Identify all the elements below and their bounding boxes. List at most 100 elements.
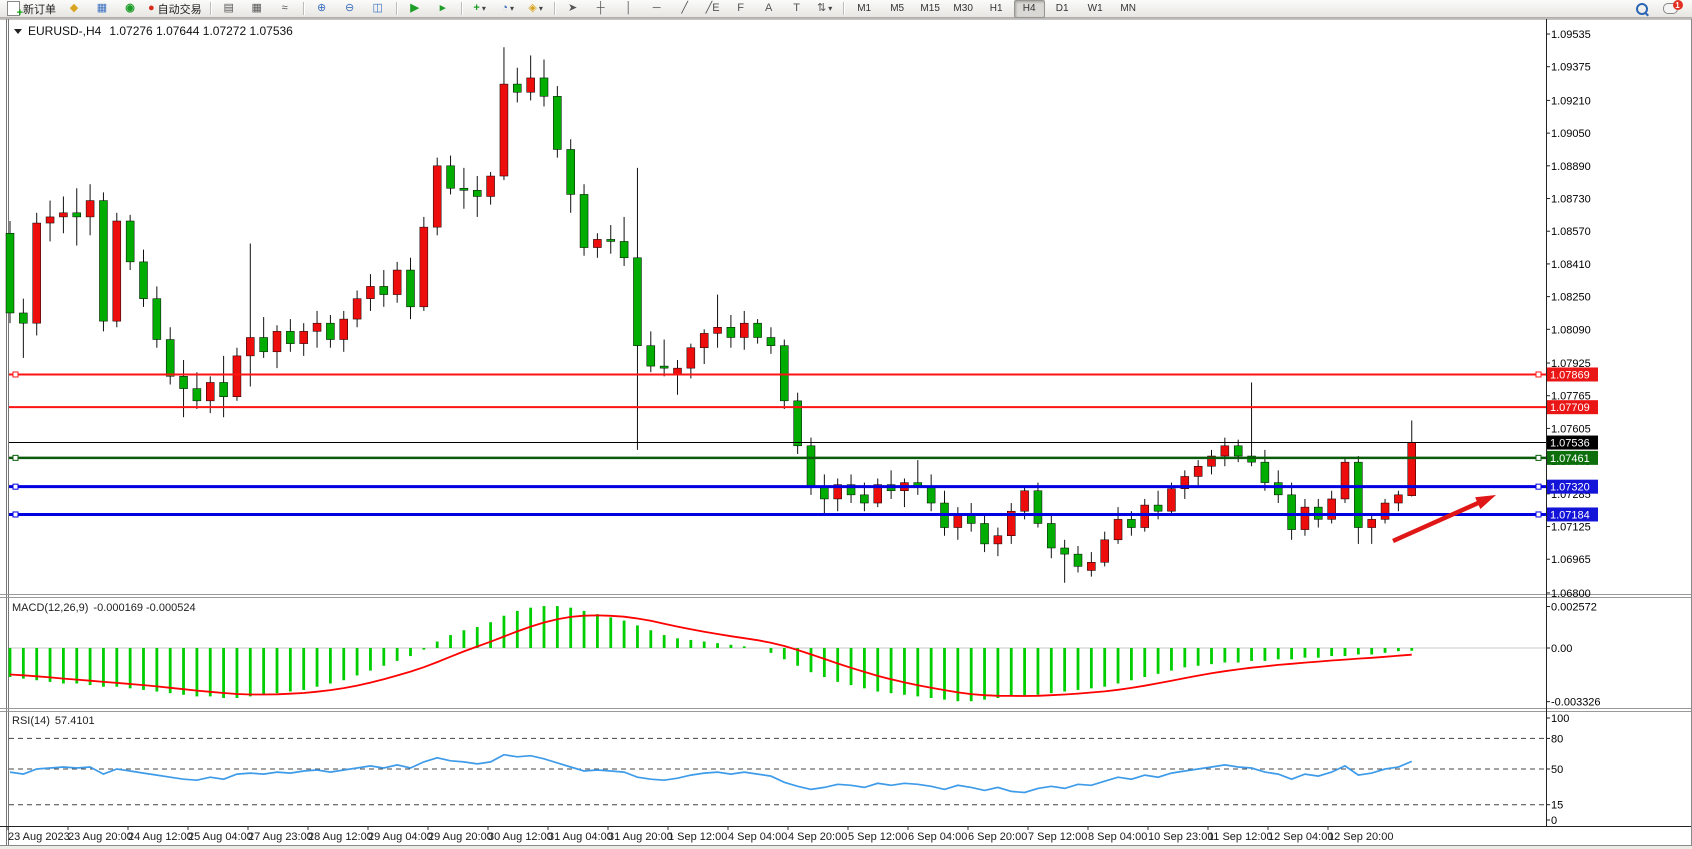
tile-windows-button[interactable]: ◫ xyxy=(365,0,391,18)
line-handle[interactable] xyxy=(1535,371,1542,378)
toolbar-separator xyxy=(460,2,462,15)
timeframe-button-m15[interactable]: M15 xyxy=(920,3,940,14)
arrow-shaft[interactable] xyxy=(1392,498,1485,544)
candle-body xyxy=(1020,490,1029,512)
timeframe-button-h4[interactable]: H4 xyxy=(1013,0,1045,18)
candle-body xyxy=(206,382,215,402)
trend-arrow-annotation[interactable] xyxy=(1392,495,1496,544)
price-axis-label: 1.09535 xyxy=(1551,29,1591,41)
new-order-button[interactable]: + 新订单 xyxy=(4,0,59,19)
price-axis-label: 1.08570 xyxy=(1551,226,1591,238)
date-axis-label: 28 Aug 12:00 xyxy=(308,831,373,843)
price-level-badge xyxy=(1547,507,1598,522)
price-chart-canvas[interactable]: 0.002572 0.00 -0.003326 100 80 50 15 0 1.09535 1.… xyxy=(0,18,1692,849)
price-axis-label: 1.09050 xyxy=(1551,128,1591,140)
candle-body xyxy=(459,188,469,191)
zoom-in-button[interactable]: ⊕ xyxy=(309,0,335,18)
text-tool-button[interactable]: A xyxy=(756,0,782,18)
dropdown-arrow-icon[interactable]: ▾ xyxy=(509,4,514,13)
line-handle[interactable] xyxy=(12,511,19,518)
fibonacci-tool-button[interactable]: F xyxy=(728,0,754,18)
auto-scroll-button[interactable]: ▶ xyxy=(402,0,428,18)
candle-body xyxy=(326,322,335,340)
candle-body xyxy=(1153,504,1163,512)
arrow-head[interactable] xyxy=(1475,495,1496,510)
candle-body xyxy=(499,83,509,177)
candle-body xyxy=(99,200,108,322)
bar-chart-button[interactable]: ▤ xyxy=(216,0,242,18)
templates-button[interactable]: ◈ ▾ xyxy=(523,0,549,18)
search-button[interactable] xyxy=(1629,0,1655,18)
candlestick-button[interactable]: ▦ xyxy=(244,0,270,18)
candle-body xyxy=(833,484,842,500)
candle-body xyxy=(1127,519,1136,528)
line-handle[interactable] xyxy=(12,483,19,490)
panel-frame xyxy=(0,18,1692,846)
chart-window-icon-button[interactable]: ▦ xyxy=(89,0,115,18)
candle-body xyxy=(726,327,736,338)
candle-body xyxy=(5,233,15,314)
arrows-tool-button[interactable]: ⇅ ▾ xyxy=(812,0,838,18)
vertical-line-tool-button[interactable]: │ xyxy=(616,0,642,18)
candle-body xyxy=(793,400,802,447)
candle-body xyxy=(673,367,682,375)
timeframe-button-mn[interactable]: MN xyxy=(1120,3,1136,14)
line-handle[interactable] xyxy=(1535,511,1542,518)
channel-tool-button[interactable]: ╱E xyxy=(700,0,726,18)
date-axis-label: 6 Sep 20:00 xyxy=(968,831,1027,843)
trendline-tool-button[interactable]: ╱ xyxy=(672,0,698,18)
candle-body xyxy=(606,239,615,242)
line-handle[interactable] xyxy=(12,454,19,461)
indicators-button[interactable]: + ▾ xyxy=(467,0,493,18)
timeframe-button-w1[interactable]: W1 xyxy=(1087,3,1103,14)
line-handle[interactable] xyxy=(1535,483,1542,490)
line-handle[interactable] xyxy=(1535,454,1542,461)
notifications-button[interactable]: 1 xyxy=(1657,0,1683,18)
zoom-out-button[interactable]: ⊖ xyxy=(337,0,363,18)
price-axis-label: 1.08730 xyxy=(1551,194,1591,206)
date-axis-label: 24 Aug 12:00 xyxy=(128,831,193,843)
candle-body xyxy=(1087,562,1096,571)
candle-body xyxy=(1327,498,1336,520)
label-tool-button[interactable]: T xyxy=(784,0,810,18)
periods-button[interactable]: ◔ ▾ xyxy=(495,0,521,18)
timeframe-button-d1[interactable]: D1 xyxy=(1055,3,1069,14)
dropdown-arrow-icon[interactable]: ▾ xyxy=(538,4,543,13)
dropdown-arrow-icon[interactable]: ▾ xyxy=(481,4,486,13)
candle-body xyxy=(32,222,41,324)
price-axis-label: 1.07125 xyxy=(1551,522,1591,534)
profiles-icon-button[interactable]: ◉ xyxy=(117,0,143,18)
timeframe-button-m5[interactable]: M5 xyxy=(890,3,905,14)
date-axis-label: 25 Aug 04:00 xyxy=(188,831,253,843)
line-handle[interactable] xyxy=(12,371,19,378)
auto-trading-button[interactable]: ● 自动交易 xyxy=(145,0,205,18)
candle-body xyxy=(846,484,856,496)
candle-body xyxy=(1340,461,1350,500)
candle-body xyxy=(286,331,295,344)
rsi-line xyxy=(9,753,1413,794)
crosshair-tool-button[interactable]: ┼ xyxy=(588,0,614,18)
notification-badge: 1 xyxy=(1672,0,1683,10)
candle-body xyxy=(1367,519,1376,528)
candle-body xyxy=(593,239,602,248)
dropdown-arrow-icon[interactable]: ▾ xyxy=(828,4,833,13)
level-lines[interactable] xyxy=(9,371,1546,518)
styler-icon-button[interactable]: ◆ xyxy=(61,0,87,18)
auto-trading-icon: ● xyxy=(148,2,155,14)
trendline-tool-icon: ╱ xyxy=(681,2,688,14)
price-level-badge xyxy=(1547,400,1598,415)
line-chart-button[interactable]: ≈ xyxy=(272,0,298,18)
macd-axis-label: -0.003326 xyxy=(1551,697,1601,709)
timeframe-button-m1[interactable]: M1 xyxy=(857,3,872,14)
cursor-tool-button[interactable]: ➤ xyxy=(560,0,586,18)
price-axis-label: 1.07925 xyxy=(1551,358,1591,370)
candle-body xyxy=(1007,510,1016,536)
timeframe-button-m30[interactable]: M30 xyxy=(953,3,973,14)
candle-body xyxy=(926,486,936,504)
date-axis-label: 29 Aug 04:00 xyxy=(368,831,433,843)
horizontal-line-tool-button[interactable]: ─ xyxy=(644,0,670,18)
candle-body xyxy=(312,322,322,332)
candle-body xyxy=(513,83,522,93)
timeframe-button-h1[interactable]: H1 xyxy=(989,3,1003,14)
chart-shift-button[interactable]: ▸ xyxy=(430,0,456,18)
